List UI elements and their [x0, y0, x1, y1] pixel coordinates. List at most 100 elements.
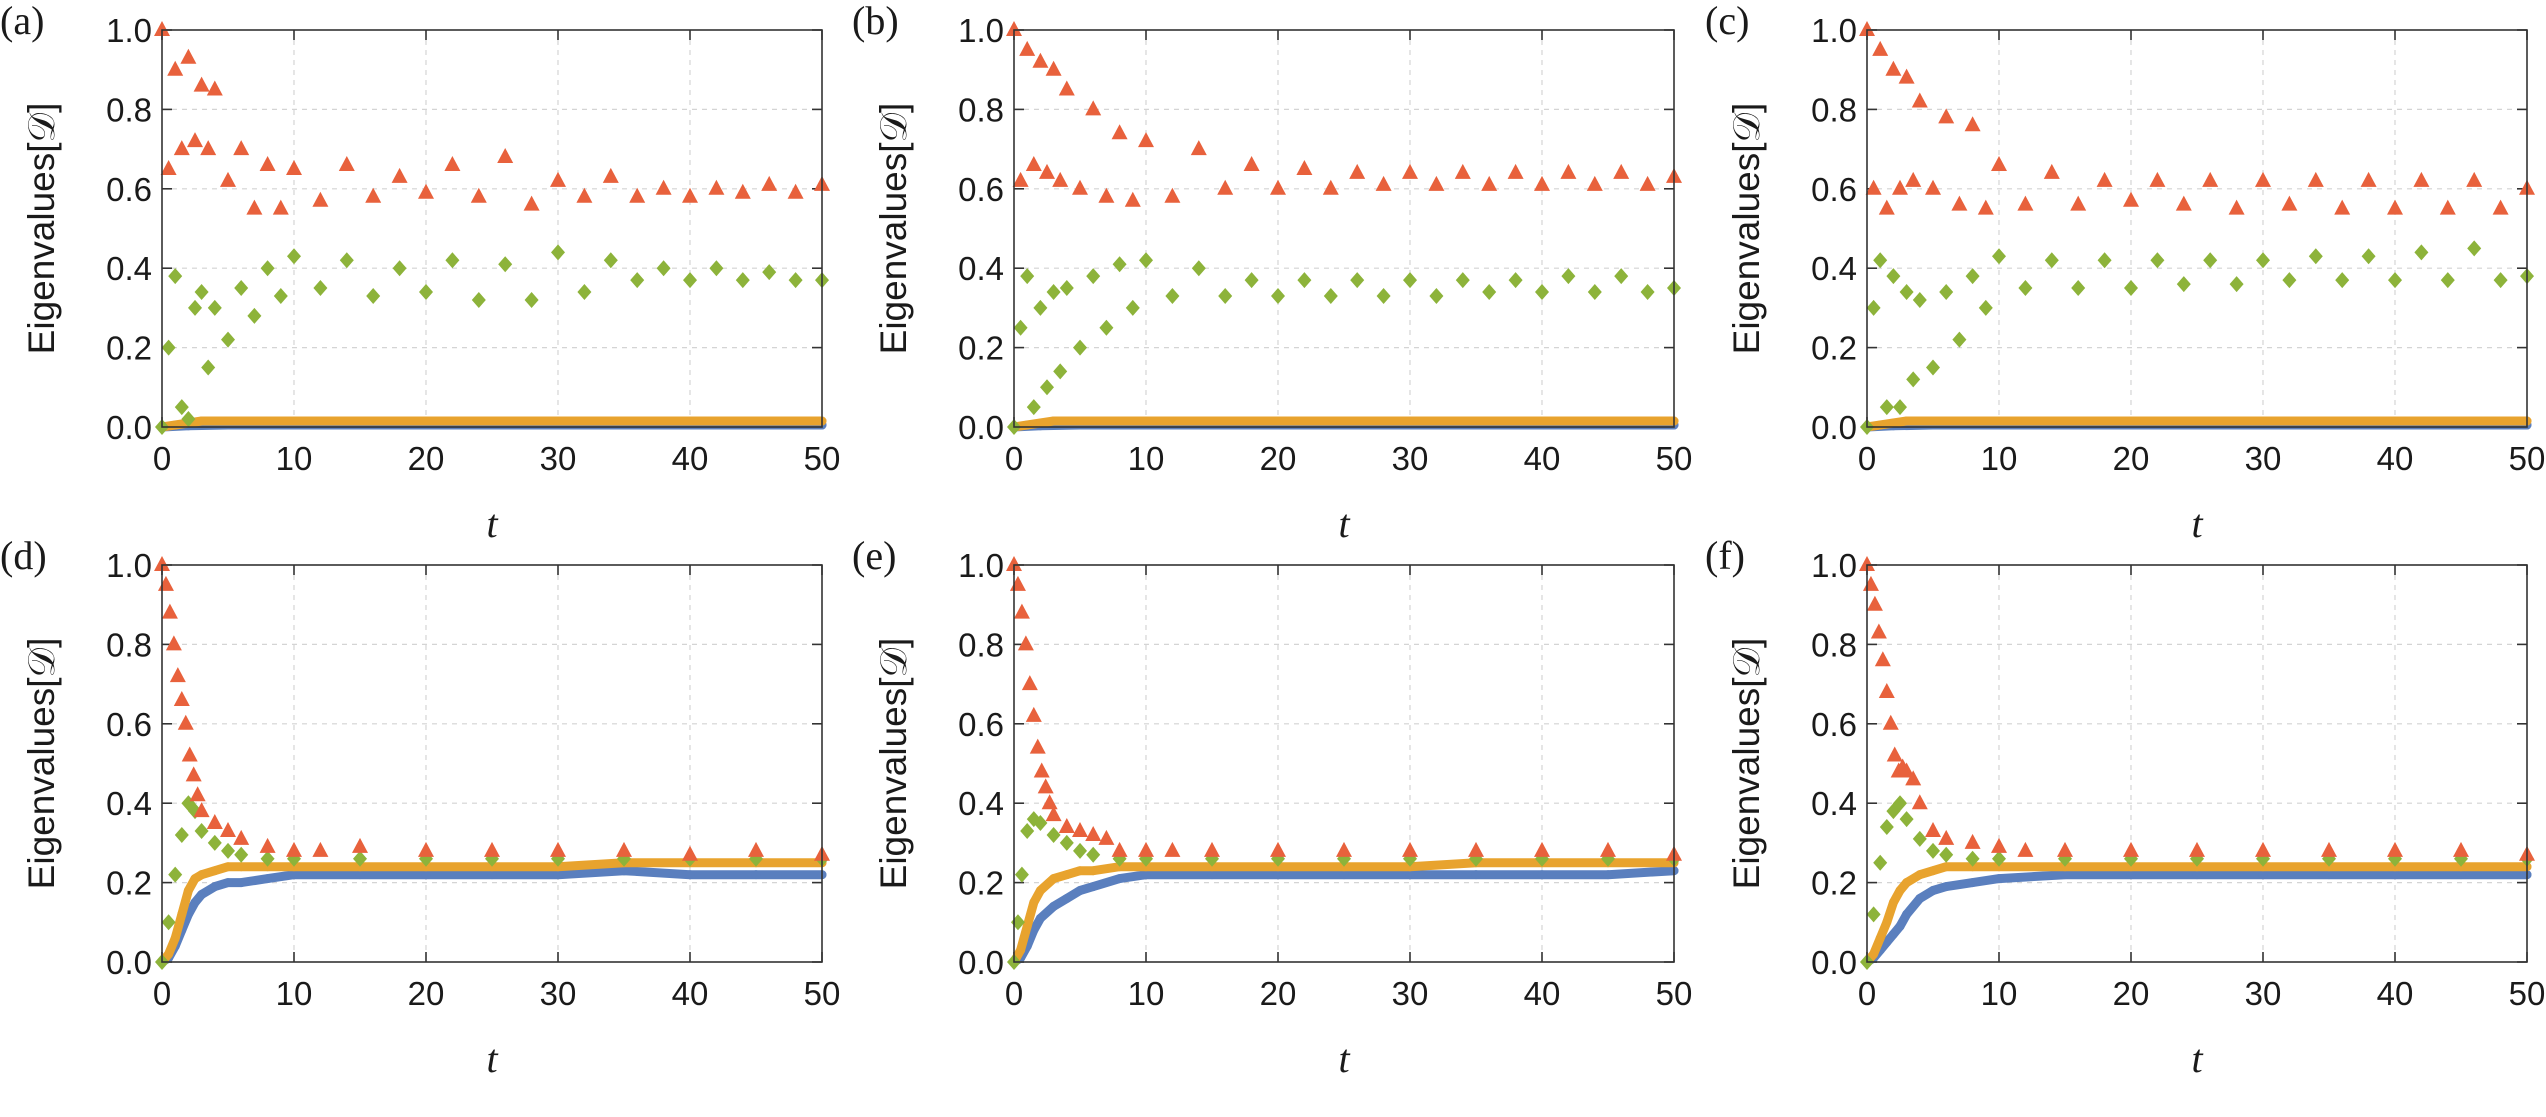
- data-point: [2123, 191, 2139, 207]
- data-point: [603, 252, 618, 269]
- data-point: [1471, 870, 1481, 880]
- data-point: [206, 80, 223, 96]
- data-point: [1878, 683, 1895, 699]
- data-point: [2466, 171, 2483, 187]
- data-point: [1033, 299, 1048, 316]
- data-point: [1322, 179, 1339, 195]
- data-point: [1139, 252, 1153, 269]
- series-line: [157, 866, 827, 967]
- y-tick-label: 0.8: [958, 91, 1004, 128]
- data-point: [177, 909, 187, 919]
- data-point: [1964, 116, 1981, 132]
- x-axis-label: t: [2191, 1036, 2203, 1081]
- data-point: [1014, 866, 1029, 883]
- data-point: [1882, 917, 1892, 927]
- data-point: [2467, 240, 2482, 257]
- data-point: [484, 841, 500, 857]
- data-point: [2308, 248, 2323, 265]
- data-point: [1915, 893, 1925, 903]
- data-point: [1952, 331, 1967, 348]
- data-point: [2175, 195, 2192, 211]
- data-point: [2456, 870, 2466, 880]
- data-point: [185, 766, 202, 782]
- y-tick-label: 0.0: [106, 944, 152, 981]
- data-point: [1073, 842, 1087, 859]
- data-point: [353, 850, 367, 867]
- data-point: [1888, 418, 1898, 428]
- data-point: [2440, 272, 2455, 289]
- data-point: [2097, 252, 2112, 269]
- data-point: [210, 866, 220, 876]
- data-point: [2321, 841, 2337, 857]
- data-point: [1125, 299, 1140, 316]
- data-point: [1898, 762, 1915, 778]
- data-point: [1207, 870, 1217, 880]
- data-point: [193, 76, 210, 92]
- data-point: [1115, 416, 1125, 426]
- series-circle: [1862, 870, 2532, 967]
- data-point: [1938, 108, 1955, 124]
- panel-5: 0 10 20 30 40 50 0.0 0.2 0.4 0.6 0.8 1.0 (e) Eigenval…: [852, 533, 1692, 1081]
- data-point: [206, 814, 223, 830]
- y-tick-label: 0.0: [958, 409, 1004, 446]
- data-point: [2192, 870, 2202, 880]
- x-tick-label: 40: [2377, 975, 2414, 1012]
- data-point: [154, 556, 170, 571]
- data-point: [263, 416, 273, 426]
- y-tick-label: 0.6: [106, 706, 152, 743]
- data-point: [577, 284, 592, 301]
- x-tick-label: 40: [672, 440, 709, 477]
- data-point: [221, 331, 235, 348]
- data-point: [1402, 841, 1418, 857]
- panel-label: (a): [0, 0, 44, 43]
- data-point: [339, 252, 354, 269]
- data-point: [1013, 603, 1030, 619]
- data-point: [1869, 949, 1879, 959]
- data-point: [1902, 878, 1912, 888]
- y-tick-label: 1.0: [958, 12, 1004, 49]
- data-point: [2071, 280, 2086, 297]
- series-triangle: [154, 556, 830, 861]
- data-point: [655, 179, 672, 195]
- data-point: [2228, 199, 2245, 215]
- data-point: [165, 635, 182, 651]
- data-point: [1075, 866, 1085, 876]
- data-point: [1402, 163, 1418, 179]
- data-point: [1115, 874, 1125, 884]
- data-point: [1020, 268, 1035, 285]
- data-point: [1040, 379, 1054, 396]
- data-point: [1022, 420, 1032, 430]
- data-point: [1905, 770, 1922, 786]
- data-point: [2189, 841, 2205, 857]
- data-point: [2334, 199, 2351, 215]
- data-point: [1613, 163, 1630, 179]
- data-point: [1046, 826, 1061, 843]
- y-tick-label: 0.2: [106, 330, 152, 367]
- data-point: [236, 862, 246, 872]
- data-point: [1429, 287, 1444, 304]
- y-tick-label: 0.4: [106, 785, 152, 822]
- data-point: [1029, 897, 1039, 907]
- x-tick-label: 30: [2245, 440, 2282, 477]
- data-point: [1058, 80, 1075, 96]
- data-point: [1866, 595, 1883, 611]
- data-point: [1508, 272, 1523, 289]
- data-point: [157, 575, 174, 591]
- data-point: [471, 291, 486, 308]
- data-point: [1600, 841, 1616, 857]
- series-triangle: [1859, 556, 2535, 861]
- data-point: [1017, 635, 1034, 651]
- data-point: [234, 846, 249, 863]
- panel-6: 0 10 20 30 40 50 0.0 0.2 0.4 0.6 0.8 1.0 (f) Eigenval…: [1705, 533, 2545, 1081]
- y-tick-label: 0.2: [1811, 330, 1857, 367]
- x-tick-label: 40: [1524, 440, 1561, 477]
- data-point: [1085, 825, 1102, 841]
- series-triangle: [1006, 21, 1682, 207]
- data-point: [1586, 175, 1603, 191]
- data-point: [1088, 866, 1098, 876]
- data-point: [1902, 909, 1912, 919]
- data-point: [1560, 163, 1577, 179]
- data-point: [161, 603, 178, 619]
- x-tick-label: 50: [804, 440, 841, 477]
- data-point: [1021, 675, 1038, 691]
